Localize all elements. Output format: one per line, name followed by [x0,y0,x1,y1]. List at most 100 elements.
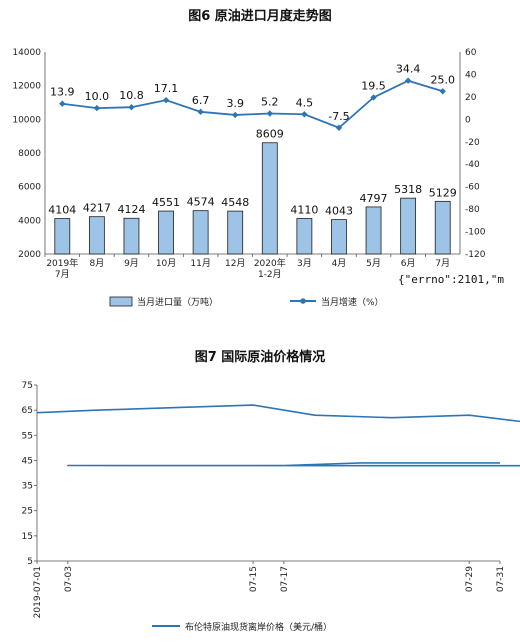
y-left-tick-label: 2000 [18,250,41,260]
bar-value-label: 4124 [117,203,145,216]
y-right-tick-label: 40 [465,70,477,80]
y-left-tick-label: 14000 [12,48,41,58]
x-tick-label: 07-17 [280,566,290,592]
x-tick-label: 07-29 [465,566,475,592]
growth-point [232,111,239,119]
x-tick-label: 2019-07-01 [33,566,43,618]
x-tick-label: 3月 [297,258,312,269]
x-tick-label: 2020年 1-2月 [254,257,286,280]
x-tick-label: 10月 [156,258,176,269]
bar-value-label: 5318 [394,183,422,196]
y-left-tick-label: 4000 [18,216,41,226]
chart2-line [36,404,520,467]
growth-value-label: 6.7 [192,94,210,107]
growth-point [301,111,308,118]
growth-point [335,124,343,131]
bar-value-label: 4548 [221,196,249,209]
y-right-tick-label: 20 [465,93,477,103]
growth-value-label: 19.5 [361,79,386,92]
y-left-tick-label: 8000 [18,149,41,159]
chart1-axes: 2000 4000 6000 8000 10000 12000 14000 -120 -100 -… [12,48,485,280]
y-tick-label: 35 [22,482,33,492]
growth-value-label: 25.0 [430,73,455,86]
legend-bar-swatch [109,296,133,307]
legend-price-label: 布伦特原油现货离岸价格（美元/桶） [185,621,332,633]
bar-value-label: 4104 [48,204,76,217]
bar-value-label: 4551 [152,196,180,209]
import-bar [434,200,451,255]
y-left-tick-label: 6000 [18,183,41,193]
growth-point [197,108,204,116]
y-left-tick-label: 12000 [12,82,41,92]
growth-point [439,88,446,95]
y-right-tick-label: -80 [465,205,480,215]
growth-value-label: 4.5 [296,96,314,109]
bar-value-label: 4043 [325,205,353,218]
x-tick-label: 7月 [435,258,450,269]
x-tick-label: 07-15 [249,566,259,592]
legend-bar-label: 当月进口量（万吨） [137,296,218,308]
growth-value-label: 34.4 [396,63,421,76]
growth-point [404,77,412,84]
growth-value-label: 17.1 [154,82,179,95]
y-left-tick-label: 10000 [12,115,41,125]
y-tick-label: 15 [22,532,33,542]
bar-value-label: 4797 [360,192,388,205]
import-bar [227,210,244,255]
growth-line [62,79,443,129]
chart1-data-labels: 4104 4217 4124 4551 4574 4548 8609 4110 4043 4797… [48,63,456,218]
growth-value-label: 5.2 [261,95,279,108]
x-tick-label: 5月 [366,258,381,269]
chart2-legend: 布伦特原油现货离岸价格（美元/桶） [152,621,332,633]
import-bar [365,206,382,255]
bar-value-label: 4574 [187,196,215,209]
chart2-title: 图7 国际原油价格情况 [195,349,326,365]
growth-value-label: 10.8 [119,89,144,102]
bar-value-label: 5129 [429,186,457,199]
growth-point [266,110,273,117]
growth-point [162,96,170,104]
chart1-legend: 当月进口量（万吨） 当月增速（%） [109,296,384,308]
legend-line-label: 当月增速（%） [321,296,384,308]
y-tick-label: 55 [22,431,33,441]
import-bar [192,210,209,255]
y-right-tick-label: 60 [465,48,477,58]
import-bar [296,218,313,255]
x-tick-label: 4月 [332,258,347,269]
chart1-title: 图6 原油进口月度走势图 [188,8,332,24]
growth-point [93,104,101,112]
y-right-tick-label: 0 [465,115,471,125]
y-tick-label: 75 [22,381,33,391]
import-bar [261,142,278,255]
chart1-bars [54,142,451,255]
x-tick-label: 2019年 7月 [46,257,78,280]
x-tick-label: 6月 [401,258,416,269]
y-tick-label: 25 [22,507,33,517]
growth-point [370,94,377,101]
y-tick-label: 65 [22,406,33,416]
y-right-tick-label: -40 [465,160,480,170]
chart2-axes: 5152535455565752019-07-0107-1507-2908-12… [22,381,506,618]
import-bar [400,197,417,255]
bar-value-label: 8609 [256,128,284,141]
import-bar [54,218,71,255]
legend-line-marker [300,298,306,304]
y-tick-label: 5 [27,557,33,567]
x-tick-label: 11月 [190,258,210,269]
import-bar [158,210,174,255]
growth-point [128,104,135,111]
growth-value-label: 13.9 [50,86,75,99]
x-tick-label: 12月 [225,258,245,269]
error-overlay-text: {"errno":2101,"m [398,273,504,286]
y-tick-label: 45 [22,456,33,466]
chart-oil-price: 图7 国际原油价格情况 5 15 25 35 45 55 65 75 2019-07-01 07-… [22,349,520,633]
chart1-line [59,77,446,131]
x-tick-label: 07-03 [64,566,74,592]
growth-value-label: -7.5 [328,110,349,123]
import-bar [88,216,105,255]
x-tick-label: 07-31 [496,566,506,592]
growth-value-label: 10.0 [85,90,110,103]
y-right-tick-label: -120 [465,250,486,260]
bar-value-label: 4217 [83,202,111,215]
